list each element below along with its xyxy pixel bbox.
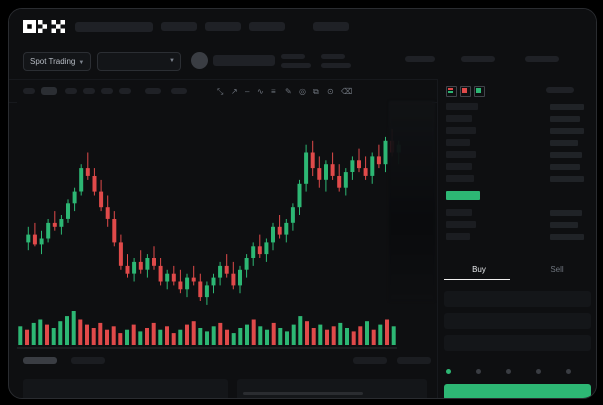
orderbook-bid-row[interactable] bbox=[446, 233, 470, 240]
last-price-indicator bbox=[446, 191, 480, 200]
stat-2-value bbox=[321, 63, 351, 68]
stat-5 bbox=[525, 56, 559, 62]
fib-icon[interactable]: ≡ bbox=[271, 87, 276, 96]
footer-control-2[interactable] bbox=[397, 357, 431, 364]
interval-active[interactable] bbox=[41, 87, 57, 95]
okx-logo[interactable] bbox=[23, 20, 65, 33]
chevron-down-icon: ▼ bbox=[169, 58, 175, 64]
horizontal-line-icon[interactable]: ‒ bbox=[245, 87, 250, 96]
app-window: Spot Trading ▼ ▼ ⤡ ↗ ‒ ∿ ≡ ✎ ◎ ⧉ ⊙ ⌫ bbox=[8, 8, 597, 399]
nav-item-4[interactable] bbox=[249, 22, 285, 31]
chart-type-selector[interactable] bbox=[171, 88, 187, 94]
footer-tab-2[interactable] bbox=[71, 357, 105, 364]
nav-item-2[interactable] bbox=[161, 22, 197, 31]
orderbook-ask-size bbox=[550, 128, 584, 134]
shapes-icon[interactable]: ◎ bbox=[299, 87, 306, 96]
market-type-label: Spot Trading bbox=[30, 57, 76, 66]
orderbook-ask-row[interactable] bbox=[446, 151, 476, 158]
leverage-dot-3[interactable] bbox=[506, 369, 511, 374]
market-toolbar: Spot Trading ▼ ▼ bbox=[9, 43, 596, 79]
pen-icon[interactable]: ✎ bbox=[285, 87, 292, 96]
magnet-icon[interactable]: ⊙ bbox=[327, 87, 334, 96]
orderbook-ask-size bbox=[550, 104, 584, 110]
tab-sell-label: Sell bbox=[550, 265, 564, 274]
price-field[interactable] bbox=[444, 313, 591, 329]
tab-buy-label: Buy bbox=[472, 265, 486, 274]
footer-control-1[interactable] bbox=[353, 357, 387, 364]
chevron-down-icon: ▼ bbox=[78, 60, 85, 66]
orderbook-bid-size bbox=[550, 222, 578, 228]
wave-icon[interactable]: ∿ bbox=[257, 87, 264, 96]
orderbook-ask-row[interactable] bbox=[446, 115, 472, 122]
pair-price bbox=[213, 55, 275, 66]
orderbook-ask-row[interactable] bbox=[446, 103, 478, 110]
volume-chart bbox=[17, 309, 397, 349]
orderbook-ask-size bbox=[550, 140, 578, 146]
orderbook-ask-size bbox=[550, 176, 584, 182]
trade-tabs: Buy Sell bbox=[438, 262, 596, 284]
order-type-field[interactable] bbox=[444, 291, 591, 307]
orderbook-ask-row[interactable] bbox=[446, 127, 476, 134]
orderbook-ask-size bbox=[550, 152, 582, 158]
book-bids-icon[interactable] bbox=[474, 86, 485, 97]
leverage-dot-2[interactable] bbox=[476, 369, 481, 374]
orderbook-depth-selector[interactable] bbox=[546, 87, 574, 93]
orderbook-ask-size bbox=[550, 164, 580, 170]
interval-1m[interactable] bbox=[23, 88, 35, 94]
positions-panel[interactable] bbox=[237, 379, 427, 398]
amount-field[interactable] bbox=[444, 335, 591, 351]
tab-sell[interactable]: Sell bbox=[522, 262, 592, 278]
top-navigation-bar bbox=[9, 9, 596, 43]
pair-selector[interactable]: ▼ bbox=[97, 52, 181, 71]
interval-1d[interactable] bbox=[119, 88, 131, 94]
leverage-dot-1[interactable] bbox=[446, 369, 451, 374]
book-both-icon[interactable] bbox=[446, 86, 457, 97]
footer-tab-1[interactable] bbox=[23, 357, 57, 364]
tab-buy[interactable]: Buy bbox=[444, 262, 514, 278]
volume-svg bbox=[17, 311, 397, 349]
nav-item-3[interactable] bbox=[205, 22, 241, 31]
home-indicator bbox=[242, 392, 363, 395]
price-chart[interactable] bbox=[17, 101, 432, 351]
orderbook-bid-row[interactable] bbox=[446, 209, 472, 216]
orderbook-bid-size bbox=[550, 210, 582, 216]
pair-avatar bbox=[191, 52, 208, 69]
stat-3 bbox=[405, 56, 435, 62]
chart-overlay-blur bbox=[389, 101, 435, 301]
leverage-dot-5[interactable] bbox=[566, 369, 571, 374]
stat-4 bbox=[461, 56, 495, 62]
orderbook-ask-row[interactable] bbox=[446, 175, 474, 182]
chart-toolbar: ⤡ ↗ ‒ ∿ ≡ ✎ ◎ ⧉ ⊙ ⌫ bbox=[9, 79, 596, 103]
submit-buy-button[interactable] bbox=[444, 384, 591, 398]
leverage-dot-4[interactable] bbox=[536, 369, 541, 374]
stat-1-label bbox=[281, 54, 305, 59]
interval-more[interactable] bbox=[145, 88, 161, 94]
open-orders-panel[interactable] bbox=[23, 379, 228, 398]
interval-4h[interactable] bbox=[101, 88, 113, 94]
market-type-selector[interactable]: Spot Trading ▼ bbox=[23, 52, 92, 71]
trash-icon[interactable]: ⌫ bbox=[341, 87, 353, 96]
trendline-icon[interactable]: ↗ bbox=[231, 87, 238, 96]
nav-item-5[interactable] bbox=[313, 22, 349, 31]
nav-item-1[interactable] bbox=[75, 22, 153, 32]
measure-icon[interactable]: ⧉ bbox=[313, 87, 319, 96]
stat-1-value bbox=[281, 63, 311, 68]
orderbook-ask-row[interactable] bbox=[446, 139, 470, 146]
orderbook-bid-row[interactable] bbox=[446, 221, 476, 228]
stat-2-label bbox=[321, 54, 345, 59]
book-asks-icon[interactable] bbox=[460, 86, 471, 97]
cursor-icon[interactable]: ⤡ bbox=[217, 87, 224, 96]
tab-active-underline bbox=[444, 279, 510, 280]
orderbook-bid-size bbox=[550, 234, 584, 240]
orderbook-ask-size bbox=[550, 116, 580, 122]
orderbook-trade-panel: Buy Sell bbox=[437, 79, 596, 398]
orderbook-ask-row[interactable] bbox=[446, 163, 472, 170]
interval-15m[interactable] bbox=[65, 88, 77, 94]
interval-1h[interactable] bbox=[83, 88, 95, 94]
